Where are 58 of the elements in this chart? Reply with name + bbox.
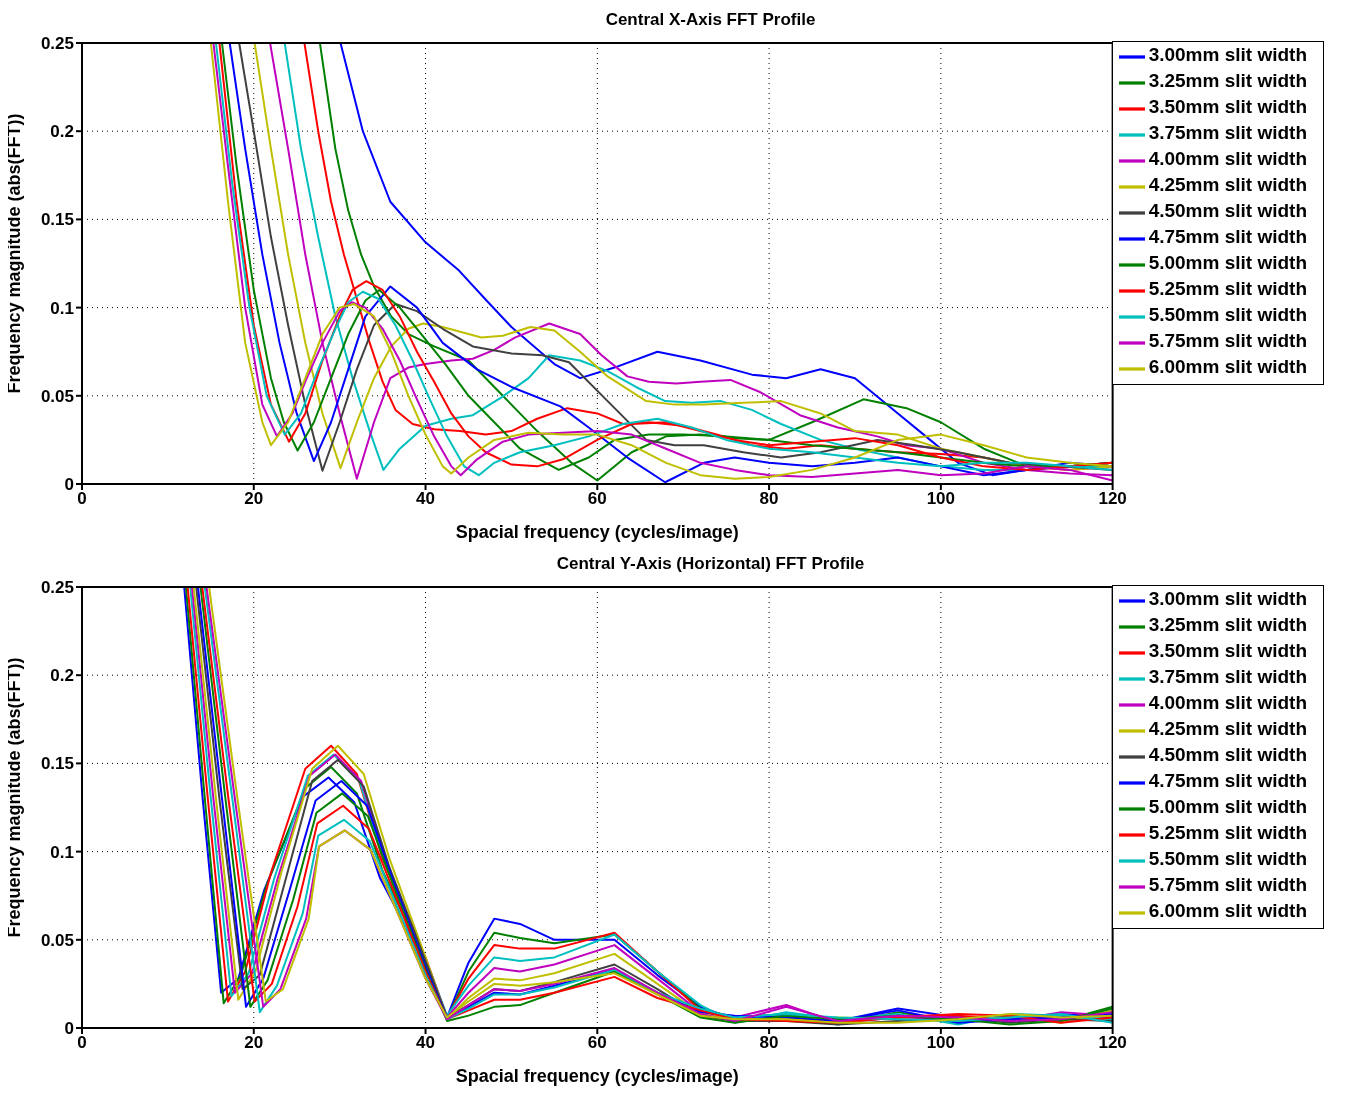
y-axis-title: Frequency magnitude (abs(FFT)): [4, 113, 25, 394]
x-tick-label: 120: [1098, 1033, 1127, 1053]
x-tick-label: 60: [587, 1033, 607, 1053]
legend-label: 3.00mm slit width: [1148, 44, 1307, 66]
chart-title: Central Y-Axis (Horizontal) FFT Profile: [555, 553, 866, 575]
y-tick-label: 0.25: [40, 578, 74, 598]
x-tick-label: 20: [244, 489, 264, 509]
y-tick-label: 0.15: [40, 754, 74, 774]
x-tick-label: 100: [926, 1033, 956, 1053]
x-axis-title: Spacial frequency (cycles/image): [455, 1066, 739, 1086]
legend-label: 3.25mm slit width: [1148, 614, 1307, 636]
legend-label: 3.00mm slit width: [1148, 588, 1307, 610]
y-tick-label: 0.1: [50, 842, 74, 862]
y-tick-label: 0.25: [40, 34, 74, 54]
y-tick-label: 0.1: [50, 298, 74, 318]
x-tick-label: 20: [244, 1033, 264, 1053]
legend-label: 4.50mm slit width: [1148, 200, 1307, 222]
y-tick-label: 0: [64, 475, 74, 495]
legend-label: 4.00mm slit width: [1148, 692, 1307, 714]
legend-label: 5.75mm slit width: [1148, 330, 1307, 352]
legend-label: 5.00mm slit width: [1148, 252, 1307, 274]
legend-label: 4.25mm slit width: [1148, 174, 1307, 196]
x-tick-label: 0: [77, 489, 87, 509]
y-tick-label: 0: [64, 1019, 74, 1039]
legend-label: 6.00mm slit width: [1148, 900, 1307, 922]
legend-label: 4.00mm slit width: [1148, 148, 1307, 170]
x-tick-label: 0: [77, 1033, 87, 1053]
x-tick-label: 120: [1098, 489, 1127, 509]
chart-title: Central X-Axis FFT Profile: [604, 9, 817, 31]
y-axis-title: Frequency magnitude (abs(FFT)): [4, 657, 25, 938]
legend-label: 6.00mm slit width: [1148, 356, 1307, 378]
legend-label: 5.25mm slit width: [1148, 822, 1307, 844]
legend-label: 5.50mm slit width: [1148, 848, 1307, 870]
legend-label: 4.50mm slit width: [1148, 744, 1307, 766]
legend-label: 5.75mm slit width: [1148, 874, 1307, 896]
x-tick-label: 80: [759, 1033, 779, 1053]
legend-label: 3.50mm slit width: [1148, 640, 1307, 662]
x-tick-label: 40: [416, 1033, 435, 1053]
legend-label: 5.25mm slit width: [1148, 278, 1307, 300]
y-tick-label: 0.2: [50, 122, 74, 142]
y-tick-label: 0.15: [40, 210, 74, 230]
legend-label: 3.25mm slit width: [1148, 70, 1307, 92]
x-tick-label: 40: [416, 489, 435, 509]
y-tick-label: 0.05: [40, 930, 74, 950]
legend-label: 3.75mm slit width: [1148, 666, 1307, 688]
legend-label: 5.50mm slit width: [1148, 304, 1307, 326]
x-axis-title: Spacial frequency (cycles/image): [455, 522, 739, 542]
legend-label: 4.25mm slit width: [1148, 718, 1307, 740]
legend-label: 4.75mm slit width: [1148, 226, 1307, 248]
legend-label: 4.75mm slit width: [1148, 770, 1307, 792]
legend-label: 3.75mm slit width: [1148, 122, 1307, 144]
x-tick-label: 60: [587, 489, 607, 509]
x-tick-label: 80: [759, 489, 779, 509]
y-tick-label: 0.2: [50, 666, 74, 686]
x-tick-label: 100: [926, 489, 956, 509]
y-tick-label: 0.05: [40, 386, 74, 406]
legend-label: 3.50mm slit width: [1148, 96, 1307, 118]
legend-label: 5.00mm slit width: [1148, 796, 1307, 818]
